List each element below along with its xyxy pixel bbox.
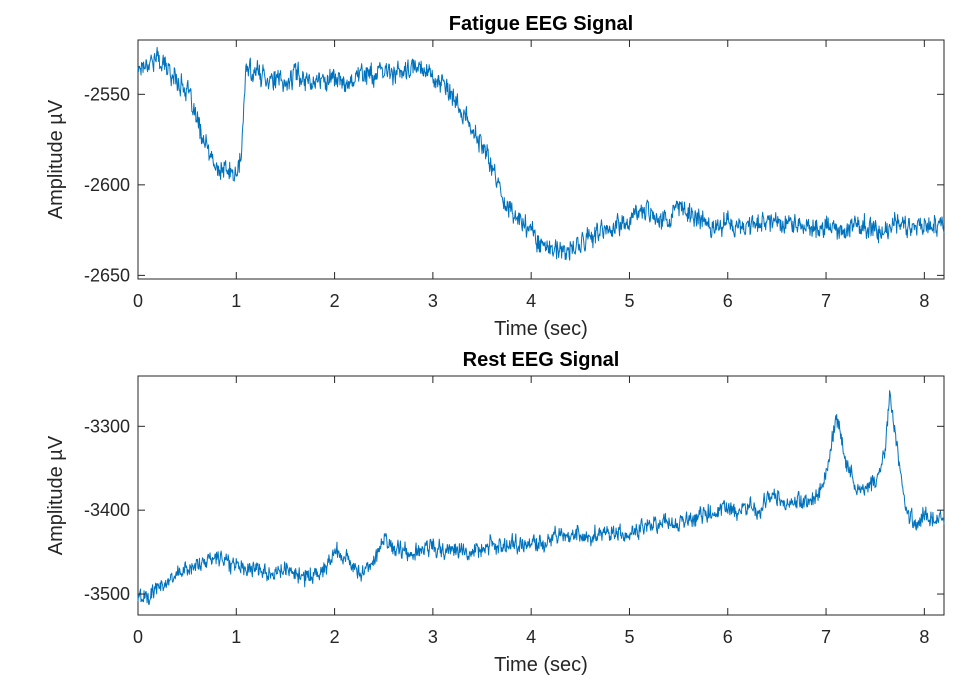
- x-tick-label: 0: [133, 291, 143, 311]
- x-tick-label: 8: [919, 627, 929, 647]
- chart-title: Rest EEG Signal: [463, 349, 620, 371]
- x-tick-label: 5: [624, 291, 634, 311]
- x-tick-label: 6: [723, 627, 733, 647]
- x-tick-label: 7: [821, 627, 831, 647]
- x-axis-label: Time (sec): [494, 654, 588, 676]
- x-tick-label: 2: [330, 291, 340, 311]
- chart-title: Fatigue EEG Signal: [449, 13, 633, 35]
- y-tick-label: -3500: [84, 584, 130, 604]
- signal-line-fatigue: [137, 46, 945, 261]
- x-tick-label: 8: [919, 291, 929, 311]
- x-axis-label: Time (sec): [494, 318, 588, 340]
- y-tick-label: -3300: [84, 416, 130, 436]
- chart-panel-rest: 0 1 2 3 4 5 6 7 8 -3300 -3400 -3500 Rest EEG Signal T…: [45, 349, 945, 676]
- y-axis-label: Amplitude µV: [45, 435, 67, 555]
- plot-frame: [137, 375, 945, 616]
- x-tick-label: 3: [428, 627, 438, 647]
- x-tick-label: 4: [526, 627, 536, 647]
- x-tick-label: 0: [133, 627, 143, 647]
- y-tick-label: -2600: [84, 175, 130, 195]
- signal-line-rest: [137, 390, 945, 606]
- x-tick-label: 2: [330, 627, 340, 647]
- x-tick-label: 3: [428, 291, 438, 311]
- x-tick-label: 6: [723, 291, 733, 311]
- x-tick-label: 1: [231, 291, 241, 311]
- y-tick-label: -2550: [84, 84, 130, 104]
- x-tick-label: 4: [526, 291, 536, 311]
- y-axis-label: Amplitude µV: [45, 99, 67, 219]
- x-tick-label: 7: [821, 291, 831, 311]
- chart-panel-fatigue: 0 1 2 3 4 5 6 7 8 -2550 -2600 -2650 Fatigue EEG Sign…: [45, 13, 945, 340]
- x-tick-label: 1: [231, 627, 241, 647]
- y-tick-label: -3400: [84, 500, 130, 520]
- y-tick-label: -2650: [84, 265, 130, 285]
- x-tick-label: 5: [624, 627, 634, 647]
